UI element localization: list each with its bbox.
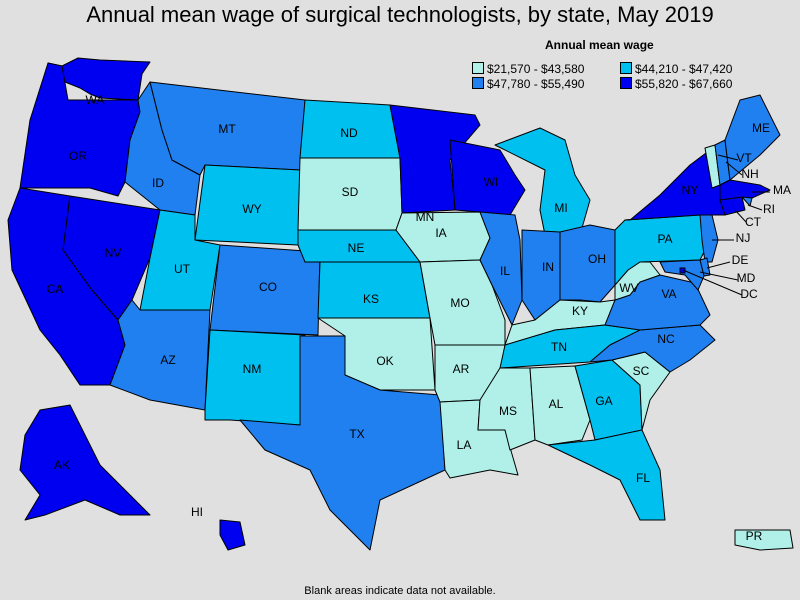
state-fl [547, 429, 666, 521]
state-label-wy: WY [242, 202, 261, 216]
state-label-pa: PA [657, 232, 672, 246]
state-label-md: MD [737, 271, 756, 285]
state-label-ar: AR [453, 362, 470, 376]
legend-title: Annual mean wage [545, 38, 654, 52]
footer-note: Blank areas indicate data not available. [304, 585, 496, 597]
state-label-wv: WV [619, 281, 638, 295]
state-label-fl: FL [636, 471, 650, 485]
state-label-tx: TX [349, 427, 364, 441]
legend-label: $44,210 - $47,420 [635, 62, 733, 76]
state-label-la: LA [457, 438, 472, 452]
state-label-va: VA [661, 287, 676, 301]
legend-swatch [620, 62, 632, 74]
state-label-sd: SD [342, 185, 359, 199]
map-title: Annual mean wage of surgical technologis… [86, 2, 714, 27]
state-label-nd: ND [340, 126, 358, 140]
state-label-ga: GA [595, 394, 612, 408]
state-label-ny: NY [682, 183, 699, 197]
state-label-sc: SC [633, 364, 650, 378]
leader-line-vt [717, 154, 739, 161]
state-label-il: IL [500, 264, 510, 278]
state-label-hi: HI [191, 505, 203, 519]
state-ri [741, 196, 753, 207]
state-hi [219, 519, 246, 551]
state-nc [589, 324, 716, 373]
state-dc [679, 267, 686, 274]
state-tx [239, 335, 446, 551]
state-label-ia: IA [435, 226, 446, 240]
state-label-mi: MI [554, 201, 567, 215]
state-label-ma: MA [773, 183, 791, 197]
state-label-nj: NJ [736, 231, 751, 245]
state-label-al: AL [549, 397, 564, 411]
state-label-nh: NH [741, 167, 758, 181]
legend-swatch [620, 77, 632, 89]
state-pr [734, 529, 794, 551]
state-label-ok: OK [376, 354, 393, 368]
leader-line-dc [682, 269, 743, 296]
state-label-ks: KS [363, 292, 379, 306]
legend-label: $55,820 - $67,660 [635, 77, 733, 91]
state-label-in: IN [542, 260, 554, 274]
state-label-az: AZ [160, 353, 175, 367]
state-label-mt: MT [218, 122, 236, 136]
state-label-ca: CA [47, 282, 64, 296]
state-label-mo: MO [450, 296, 469, 310]
state-label-id: ID [152, 176, 164, 190]
state-label-dc: DC [740, 287, 758, 301]
state-ms [477, 367, 536, 451]
state-nj [699, 214, 719, 263]
state-label-mn: MN [416, 210, 435, 224]
state-label-ct: CT [745, 215, 762, 229]
state-label-tn: TN [551, 340, 567, 354]
state-ut [139, 209, 221, 311]
leader-line-md [699, 271, 739, 281]
state-ks [317, 261, 431, 319]
state-label-nm: NM [243, 362, 262, 376]
leader-line-de [706, 261, 731, 269]
state-label-vt: VT [736, 151, 752, 165]
leader-line-ct [734, 209, 747, 223]
legend-item-tier-3: $47,780 - $55,490 [472, 77, 584, 91]
legend-item-tier-4: $55,820 - $67,660 [620, 77, 732, 91]
state-label-oh: OH [588, 252, 606, 266]
legend-label: $21,570 - $43,580 [487, 62, 585, 76]
state-label-or: OR [69, 149, 87, 163]
legend-item-tier-1: $21,570 - $43,580 [472, 62, 584, 76]
state-label-nc: NC [657, 332, 675, 346]
state-label-nv: NV [105, 246, 122, 260]
state-label-wa: WA [86, 93, 105, 107]
legend-label: $47,780 - $55,490 [487, 77, 585, 91]
state-ak [19, 404, 151, 521]
state-label-wi: WI [484, 175, 499, 189]
state-co [209, 244, 321, 336]
state-label-co: CO [259, 280, 277, 294]
state-label-ne: NE [348, 241, 365, 255]
state-label-ms: MS [499, 404, 517, 418]
leader-line-nh [725, 161, 743, 176]
state-label-de: DE [732, 253, 749, 267]
state-label-ak: AK [54, 458, 70, 472]
state-nm [204, 329, 306, 426]
legend-item-tier-2: $44,210 - $47,420 [620, 62, 732, 76]
state-label-me: ME [752, 121, 770, 135]
state-label-ut: UT [174, 262, 191, 276]
state-label-pr: PR [746, 529, 763, 543]
state-label-ri: RI [763, 202, 775, 216]
state-wi [449, 139, 526, 216]
legend-swatch [472, 77, 484, 89]
state-mi [494, 127, 591, 236]
state-label-ky: KY [572, 304, 588, 318]
leader-line-ri [747, 204, 763, 211]
legend-swatch [472, 62, 484, 74]
state-md [659, 259, 705, 291]
state-mn [389, 104, 481, 214]
state-ct [719, 196, 746, 216]
state-az [109, 299, 211, 411]
